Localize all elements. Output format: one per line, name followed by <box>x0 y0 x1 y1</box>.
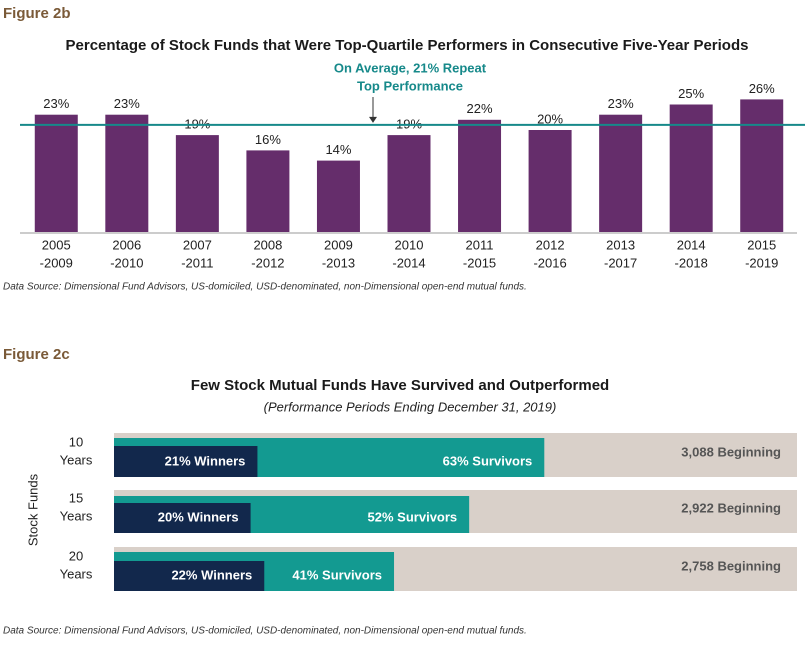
figure-label: Figure 2b <box>3 5 71 22</box>
x-tick-label: -2012 <box>251 255 284 270</box>
data-label: 14% <box>325 142 351 157</box>
bar <box>114 446 258 477</box>
data-label: 20% <box>537 111 563 126</box>
x-tick-label: -2017 <box>604 255 637 270</box>
data-label: 22% <box>467 101 493 116</box>
bar <box>34 114 78 232</box>
bar <box>599 114 643 232</box>
x-tick-label: 2008 <box>253 237 282 252</box>
x-tick-label: 2007 <box>183 237 212 252</box>
x-tick-label: -2010 <box>110 255 143 270</box>
source: Data Source: Dimensional Fund Advisors, … <box>3 282 527 293</box>
chart-subtitle: (Performance Periods Ending December 31,… <box>264 399 557 414</box>
data-label: 26% <box>749 81 775 96</box>
y-tick-label: 15 <box>69 490 83 505</box>
bar <box>246 150 290 232</box>
x-tick-label: 2009 <box>324 237 353 252</box>
bar <box>316 160 360 232</box>
x-tick-label: -2015 <box>463 255 496 270</box>
bar <box>114 561 265 591</box>
x-tick-label: -2009 <box>40 255 73 270</box>
x-tick-label: -2011 <box>181 255 213 270</box>
data-label: 16% <box>255 132 281 147</box>
data-label: 25% <box>678 86 704 101</box>
x-tick-label: 2014 <box>677 237 706 252</box>
reference-label: On Average, 21% Repeat <box>334 60 487 75</box>
y-tick-label: Years <box>60 566 93 581</box>
x-tick-label: -2013 <box>322 255 355 270</box>
x-tick-label: 2011 <box>466 237 494 252</box>
y-tick-label: Years <box>60 452 93 467</box>
y-tick-label: 10 <box>69 434 83 449</box>
bar <box>105 114 149 232</box>
data-label: 20% Winners <box>158 509 239 524</box>
x-tick-label: 2006 <box>112 237 141 252</box>
data-label: 21% Winners <box>165 453 246 468</box>
x-tick-label: -2016 <box>533 255 566 270</box>
x-tick-label: 2015 <box>747 237 776 252</box>
bar <box>175 135 219 232</box>
x-tick-label: 2005 <box>42 237 71 252</box>
data-label: 63% Survivors <box>443 453 533 468</box>
bar <box>528 130 572 232</box>
data-label: 52% Survivors <box>368 509 458 524</box>
y-axis-label: Stock Funds <box>25 473 40 546</box>
annotation: 3,088 Beginning <box>681 444 781 459</box>
bar <box>387 135 431 232</box>
x-tick-label: 2012 <box>536 237 565 252</box>
x-tick-label: -2014 <box>392 255 425 270</box>
bar <box>458 119 502 232</box>
arrow-head <box>369 116 377 123</box>
annotation: 2,758 Beginning <box>681 558 781 573</box>
y-tick-label: Years <box>60 508 93 523</box>
source: Data Source: Dimensional Fund Advisors, … <box>3 626 527 637</box>
x-tick-label: 2013 <box>606 237 635 252</box>
annotation: 2,922 Beginning <box>681 500 781 515</box>
x-tick-label: -2018 <box>675 255 708 270</box>
bar <box>740 99 784 233</box>
bar <box>669 104 713 232</box>
data-label: 23% <box>43 96 69 111</box>
data-label: 41% Survivors <box>292 567 382 582</box>
data-label: 22% Winners <box>171 567 252 582</box>
data-label: 23% <box>608 96 634 111</box>
x-tick-label: -2019 <box>745 255 778 270</box>
x-tick-label: 2010 <box>395 237 424 252</box>
y-tick-label: 20 <box>69 548 83 563</box>
reference-label: Top Performance <box>357 78 463 93</box>
bar <box>114 503 251 533</box>
figure-label: Figure 2c <box>3 346 70 363</box>
chart-title: Percentage of Stock Funds that Were Top-… <box>66 37 749 54</box>
data-label: 23% <box>114 96 140 111</box>
chart-title: Few Stock Mutual Funds Have Survived and… <box>191 377 609 394</box>
